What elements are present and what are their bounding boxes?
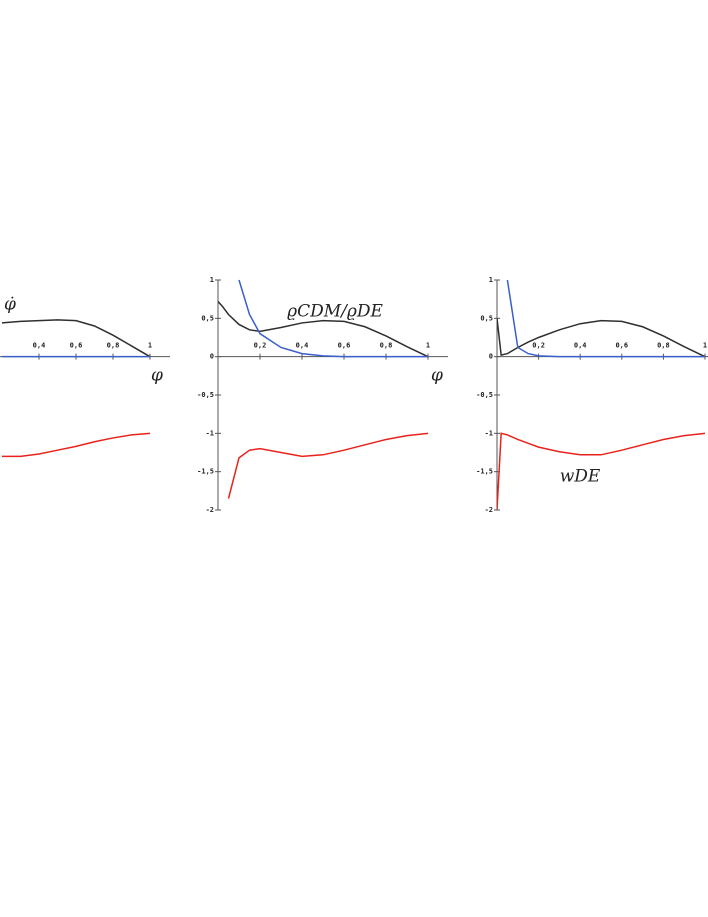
y-tick-label: -0,5 — [476, 391, 493, 399]
y-tick-label: -2 — [206, 506, 214, 514]
y-axis-label: φ̇ — [4, 295, 16, 315]
y-tick-label: 0,5 — [201, 314, 214, 322]
x-tick-label: 0,4 — [574, 342, 587, 350]
x-tick-label: 1 — [703, 342, 707, 350]
x-tick-label: 0,6 — [338, 342, 351, 350]
curve — [1, 319, 151, 358]
x-tick-label: 0,2 — [254, 342, 267, 350]
x-tick-label: 1 — [148, 342, 152, 350]
x-tick-label: 0,6 — [615, 342, 628, 350]
panel: 0,4 0,6 0,8 1 φ̇ φ — [0, 295, 170, 458]
panel: 0,2 0,4 0,6 0,8 1 1 0,5 0 -0,5 -1 -1,5 -2 ϱCDM/ϱDE φ — [197, 276, 448, 514]
y-tick-label: 1 — [489, 276, 493, 284]
x-tick-label: 0,8 — [657, 342, 670, 350]
y-tick-label: 0 — [210, 353, 214, 361]
y-tick-label: 0 — [489, 353, 493, 361]
x-tick-label: 0,8 — [380, 342, 393, 350]
y-tick-label: -1 — [485, 429, 493, 437]
panel: 0,2 0,4 0,6 0,8 1 1 0,5 0 -0,5 -1 -1,5 -2 wDE — [476, 276, 708, 514]
x-tick-label: 0,8 — [107, 342, 120, 350]
annotation: wDE — [560, 467, 601, 487]
curve — [238, 279, 428, 358]
x-tick-label: 0,4 — [296, 342, 309, 350]
curve — [218, 300, 429, 358]
x-tick-label: 0,2 — [532, 342, 545, 350]
curve — [2, 432, 151, 458]
x-tick-label: 0,4 — [33, 342, 46, 350]
annotation: ϱCDM/ϱDE — [287, 302, 383, 322]
y-tick-label: -1,5 — [476, 468, 493, 476]
x-tick-label: 1 — [426, 342, 430, 350]
curve — [227, 432, 429, 499]
x-axis-label: φ — [151, 366, 163, 386]
curve — [506, 279, 705, 358]
y-tick-label: -1 — [206, 429, 214, 437]
y-tick-label: 1 — [210, 276, 214, 284]
curve — [497, 432, 706, 511]
y-tick-label: 0,5 — [480, 314, 493, 322]
y-tick-label: -2 — [485, 506, 493, 514]
x-tick-label: 0,6 — [70, 342, 83, 350]
y-tick-label: -0,5 — [197, 391, 214, 399]
x-axis-label: φ — [431, 366, 443, 386]
y-tick-label: -1,5 — [197, 468, 214, 476]
curve — [497, 318, 706, 358]
